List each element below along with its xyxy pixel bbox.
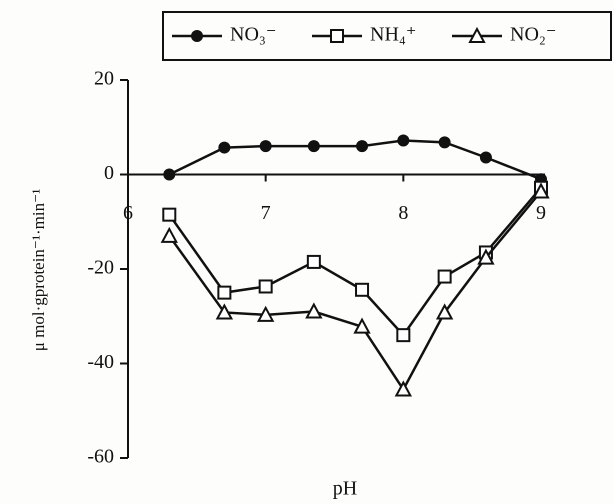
marker bbox=[439, 271, 451, 283]
marker bbox=[308, 140, 320, 152]
marker bbox=[397, 134, 409, 146]
y-tick-label: -60 bbox=[87, 446, 114, 468]
y-axis-label: μ mol·gprotein⁻¹·min⁻¹ bbox=[29, 189, 48, 351]
y-tick-label: 0 bbox=[104, 162, 114, 184]
legend-label: NO₃⁻ bbox=[230, 24, 276, 46]
marker bbox=[331, 30, 343, 42]
x-tick-label: 8 bbox=[398, 202, 408, 224]
x-tick-label: 6 bbox=[123, 202, 133, 224]
marker bbox=[163, 209, 175, 221]
y-tick-label: -20 bbox=[87, 257, 114, 279]
marker bbox=[218, 142, 230, 154]
legend-label: NO₂⁻ bbox=[510, 24, 556, 46]
chart: pH μ mol·gprotein⁻¹·min⁻¹ 20 0 -20 -40 -60 6 7… bbox=[0, 0, 614, 504]
marker bbox=[260, 140, 272, 152]
marker bbox=[480, 151, 492, 163]
x-tick-label: 7 bbox=[261, 202, 271, 224]
x-axis-label: pH bbox=[333, 478, 357, 500]
background bbox=[0, 0, 614, 504]
marker bbox=[308, 256, 320, 268]
marker bbox=[191, 30, 203, 42]
marker bbox=[356, 140, 368, 152]
marker bbox=[163, 169, 175, 181]
marker bbox=[218, 287, 230, 299]
marker bbox=[260, 280, 272, 292]
marker bbox=[356, 284, 368, 296]
legend-label: NH₄⁺ bbox=[370, 24, 416, 46]
x-tick-label: 9 bbox=[536, 202, 546, 224]
y-tick-label: 20 bbox=[94, 68, 114, 90]
marker bbox=[439, 136, 451, 148]
y-tick-label: -40 bbox=[87, 351, 114, 373]
marker bbox=[397, 329, 409, 341]
